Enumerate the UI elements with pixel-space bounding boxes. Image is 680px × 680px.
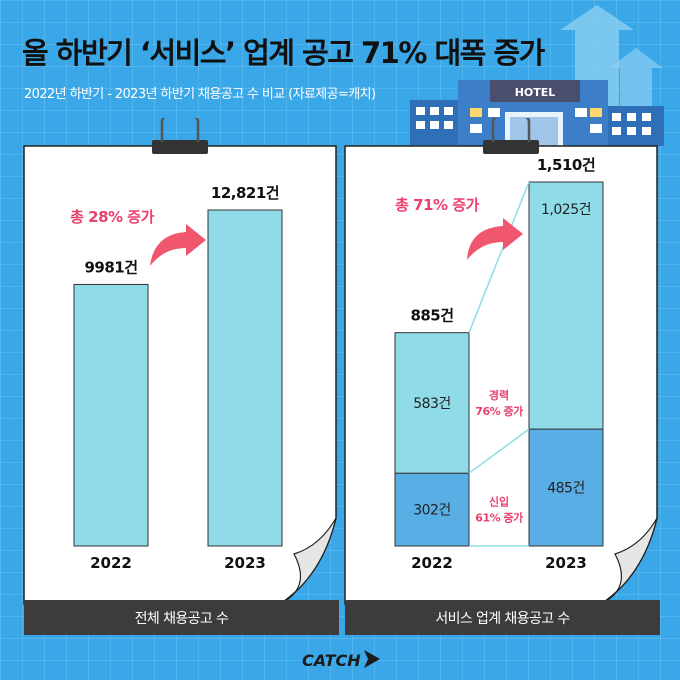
service-chart-caption: 서비스 업계 채용공고 수 — [345, 600, 660, 635]
hotel-sign-text: HOTEL — [515, 86, 556, 99]
total-postings-chart: 9981건 2022 12,821건 2023 총 28% 증가 — [70, 184, 283, 572]
experienced-label-2022: 583건 — [413, 396, 451, 412]
catch-logo: CATCH — [302, 650, 380, 670]
bar-experienced-2023 — [528, 181, 604, 430]
newcomer-label-2022: 302건 — [413, 503, 451, 519]
value-label-2022: 9981건 — [84, 258, 137, 276]
hotel-building-icon — [410, 80, 664, 146]
growth-annotation: 총 28% 증가 — [70, 208, 154, 226]
total-chart-caption: 전체 채용공고 수 — [24, 600, 339, 635]
total-label-2023: 1,510건 — [537, 156, 595, 174]
service-postings-chart: 302건 583건 885건 2022 485건 1,025건 1,510건 2023 경력 76… — [394, 156, 604, 572]
binder-clip-icon — [483, 118, 539, 154]
logo-arrow-icon — [364, 650, 380, 668]
curved-arrow-icon — [150, 224, 206, 266]
x-tick-2022: 2022 — [411, 554, 453, 572]
growth-annotation: 총 71% 증가 — [395, 196, 479, 214]
bar-experienced-2022 — [394, 332, 470, 474]
page-title: 올 하반기 ‘서비스’ 업계 공고 71% 대폭 증가 — [22, 36, 545, 70]
x-tick-2022: 2022 — [90, 554, 132, 572]
experienced-label-2023: 1,025건 — [541, 202, 591, 218]
x-tick-2023: 2023 — [545, 554, 587, 572]
newcomer-growth-name: 신입 — [489, 495, 509, 509]
experienced-growth-name: 경력 — [489, 388, 509, 402]
value-label-2023: 12,821건 — [211, 184, 279, 202]
x-tick-2023: 2023 — [224, 554, 266, 572]
connector-line-2 — [468, 428, 530, 474]
bar-newcomer-2023 — [528, 428, 604, 547]
bar-2022 — [73, 283, 149, 547]
curved-arrow-icon — [467, 218, 523, 260]
newcomer-label-2023: 485건 — [547, 481, 585, 497]
experienced-growth-rate: 76% 증가 — [475, 404, 523, 418]
total-label-2022: 885건 — [410, 307, 453, 325]
catch-logo-text: CATCH — [302, 651, 361, 670]
newcomer-growth-rate: 61% 증가 — [475, 511, 523, 525]
bar-2023 — [207, 209, 283, 547]
connector-line-1 — [468, 181, 530, 333]
page-subtitle: 2022년 하반기 - 2023년 하반기 채용공고 수 비교 (자료제공=캐치… — [24, 87, 376, 102]
binder-clip-icon — [152, 118, 208, 154]
